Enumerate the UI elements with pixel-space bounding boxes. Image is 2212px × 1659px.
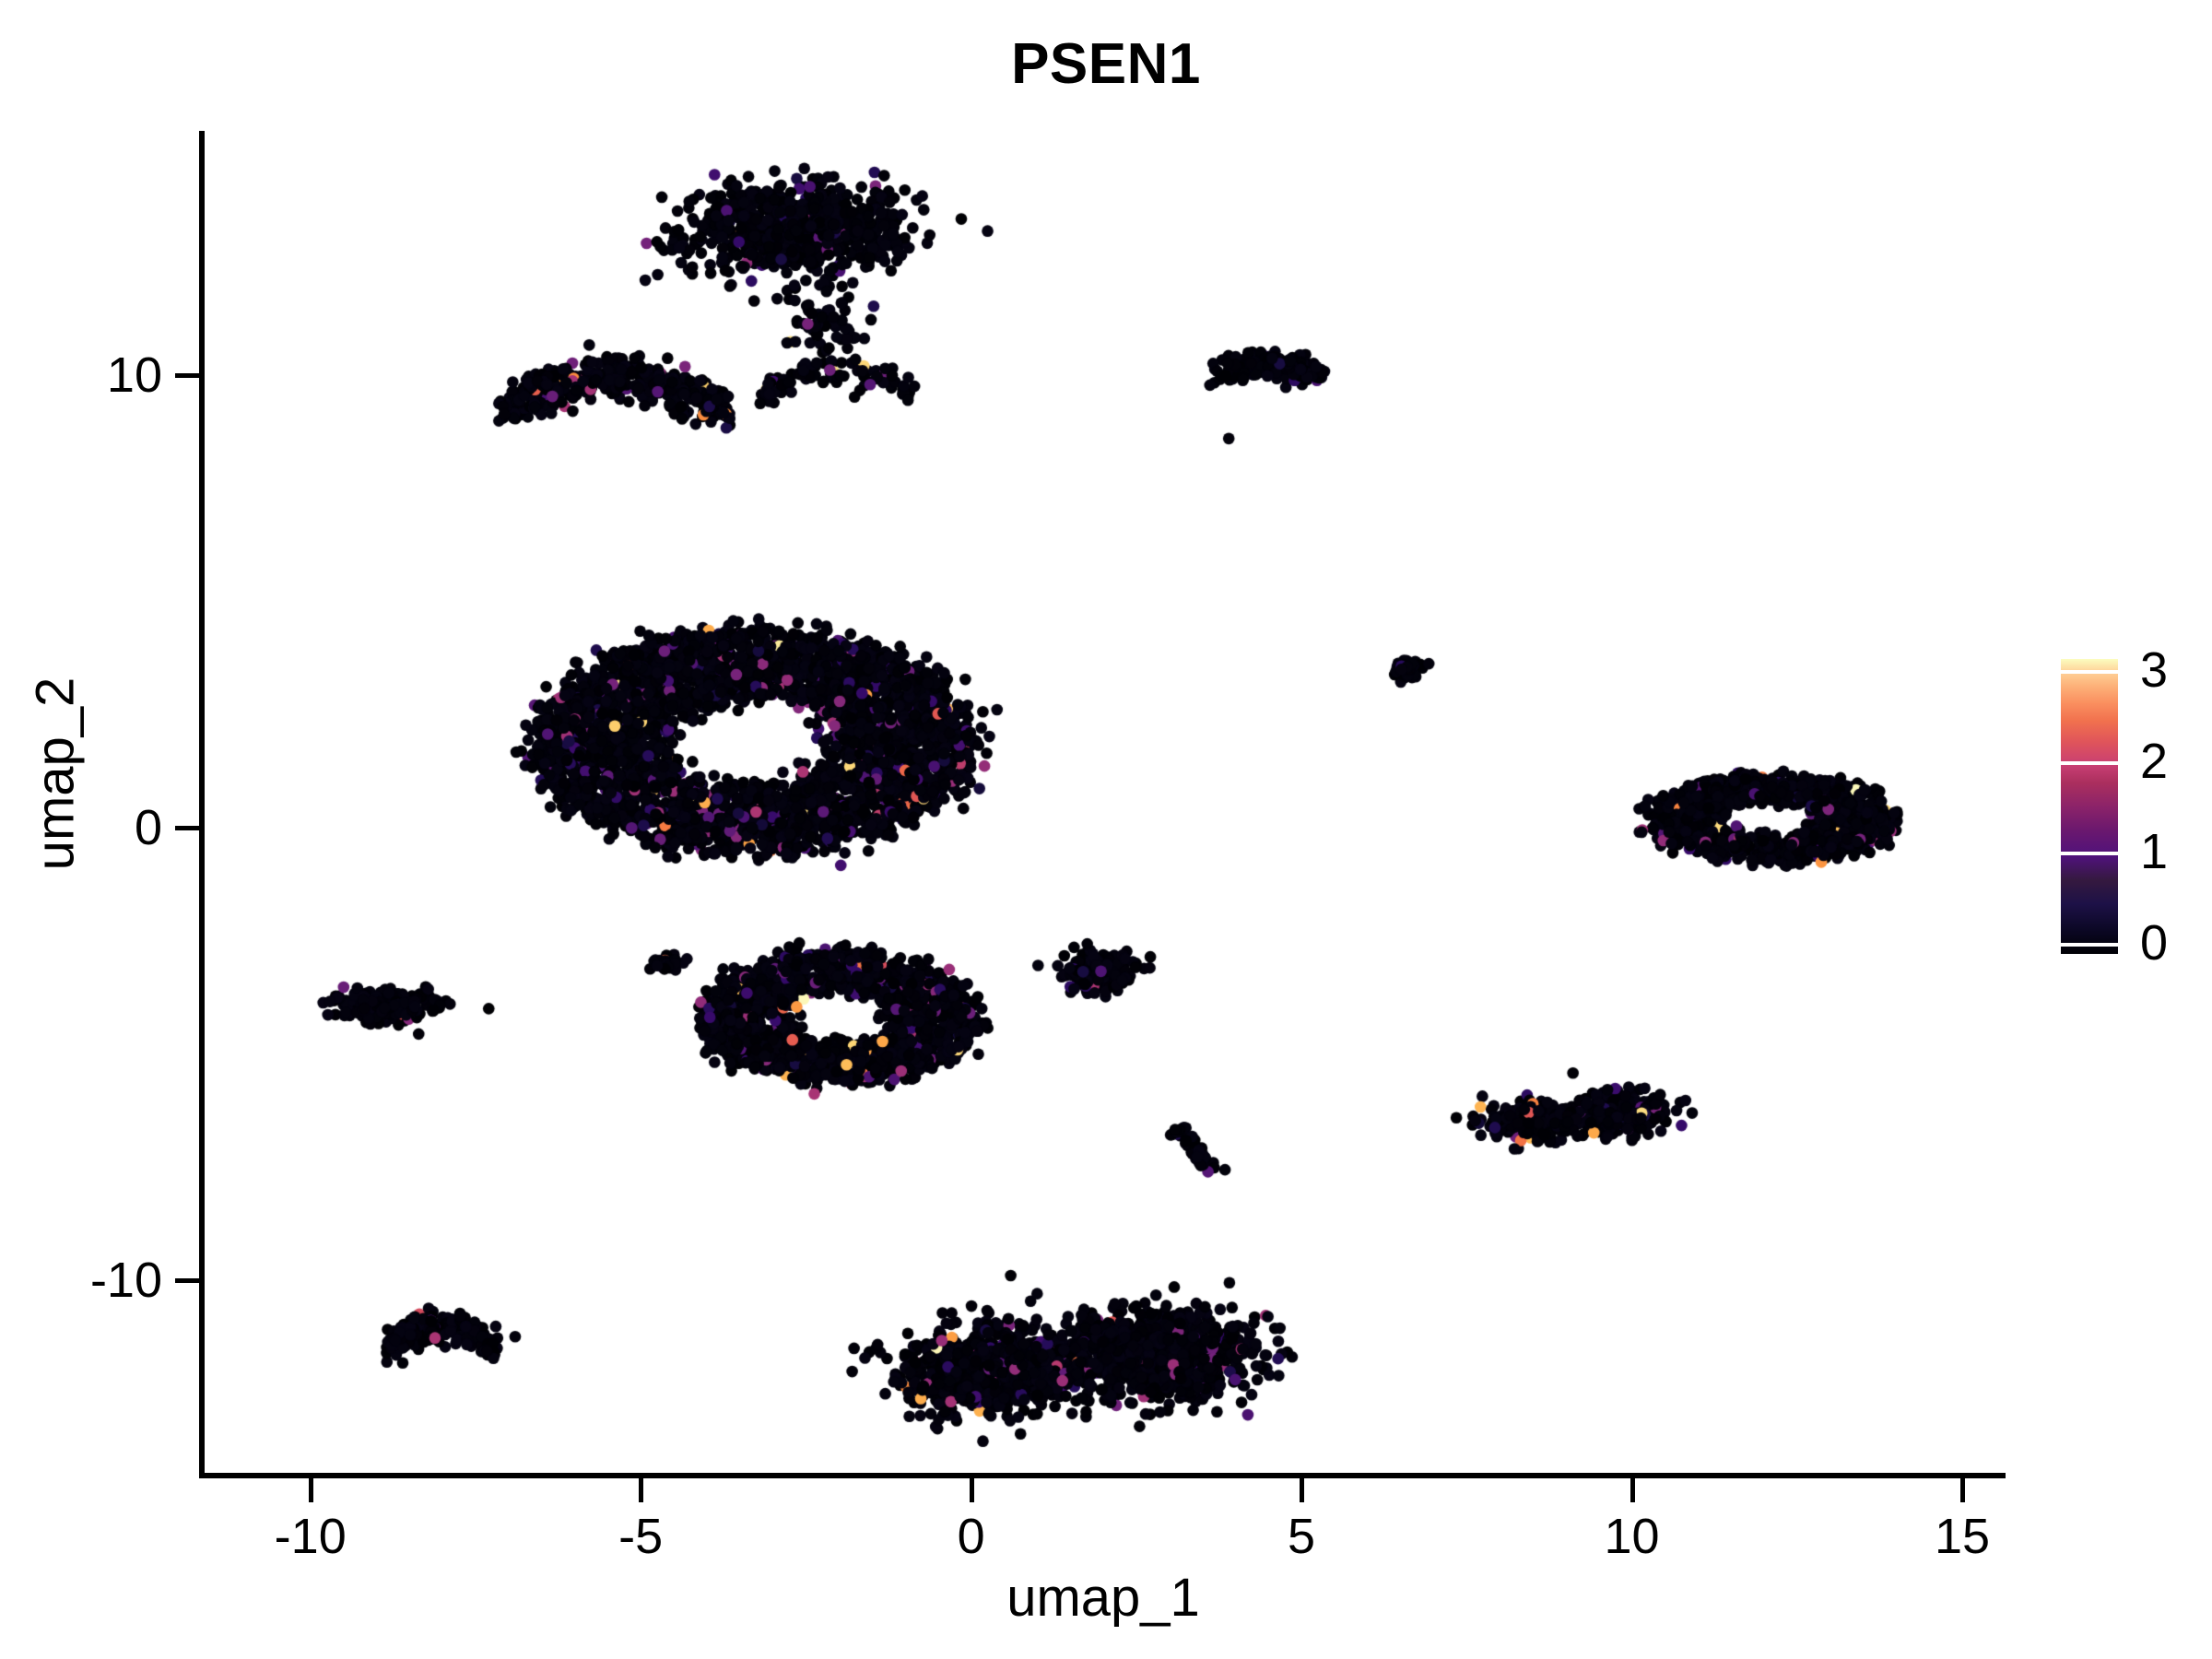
colorbar-tick-label: 0: [2140, 915, 2169, 971]
x-tick-mark: [1630, 1478, 1635, 1502]
x-tick-label: 15: [1934, 1509, 1991, 1564]
x-tick-label: -10: [274, 1509, 347, 1564]
y-tick-mark: [175, 1277, 199, 1283]
y-tick-mark: [175, 373, 199, 379]
y-axis-title: umap_2: [25, 677, 86, 871]
x-axis-title: umap_1: [1006, 1568, 1200, 1628]
colorbar-tick-label: 3: [2140, 642, 2169, 698]
page-title: PSEN1: [1011, 32, 1201, 96]
colorbar-gradient: [2061, 659, 2118, 954]
scatter-canvas: [205, 131, 2002, 1475]
y-tick-mark: [175, 826, 199, 830]
y-axis-line: [199, 131, 205, 1478]
colorbar-tick-mark: [2061, 852, 2118, 856]
x-tick-mark: [308, 1478, 313, 1502]
colorbar-tick-mark: [2061, 943, 2118, 947]
y-tick-label: 0: [134, 800, 162, 855]
colorbar-tick-mark: [2061, 670, 2118, 674]
x-tick-label: -5: [618, 1509, 664, 1564]
x-tick-mark: [639, 1478, 644, 1502]
x-tick-mark: [1300, 1478, 1305, 1502]
x-tick-label: 10: [1604, 1509, 1660, 1564]
colorbar-legend: 3 2 1 0: [2061, 642, 2208, 971]
x-axis-line: [199, 1473, 2006, 1478]
x-tick-mark: [1959, 1478, 1965, 1502]
x-tick-mark: [969, 1478, 974, 1502]
y-tick-label: 10: [106, 347, 162, 404]
colorbar-tick-label: 2: [2140, 733, 2169, 789]
x-tick-label: 0: [957, 1509, 985, 1564]
x-tick-label: 5: [1288, 1509, 1316, 1564]
y-tick-label: -10: [89, 1252, 162, 1308]
colorbar-tick-label: 1: [2140, 824, 2169, 880]
colorbar-tick-mark: [2061, 760, 2118, 765]
plot-panel: [205, 131, 2002, 1475]
